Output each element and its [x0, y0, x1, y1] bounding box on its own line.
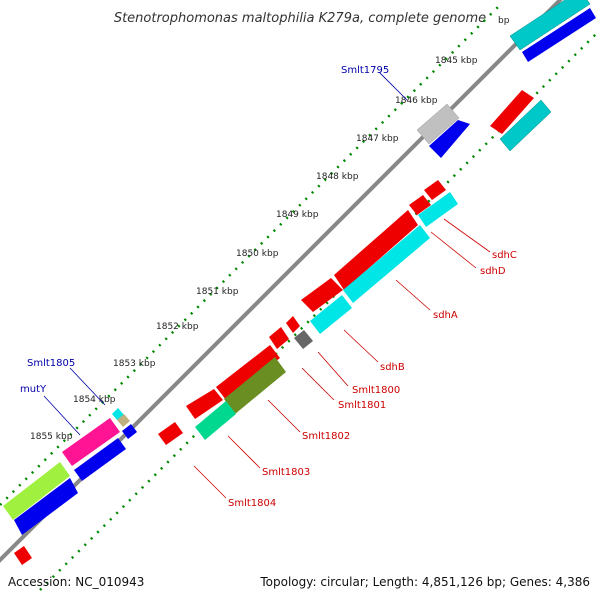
tick-label-1855: 1855 kbp — [30, 432, 73, 442]
leader-smlt1802 — [267, 399, 301, 433]
label-sdha[interactable]: sdhA — [433, 310, 458, 321]
gene-sdhd[interactable] — [409, 195, 431, 215]
tick-label-1848: 1848 kbp — [316, 172, 359, 182]
leader-smlt1795 — [378, 71, 408, 101]
leader-smlt1803 — [227, 435, 261, 469]
gene-lime[interactable] — [3, 462, 70, 520]
ruler-partial-label: bp — [498, 16, 510, 26]
label-smlt1795[interactable]: Smlt1795 — [341, 65, 389, 76]
gene-cyan-sdhb[interactable] — [310, 295, 352, 334]
leader-smlt1800 — [317, 351, 349, 387]
tick-label-1849: 1849 kbp — [276, 210, 319, 220]
tick-label-1854: 1854 kbp — [73, 395, 116, 405]
gene-top-blue[interactable] — [522, 8, 596, 62]
gene-smlt1795-blue[interactable] — [429, 120, 470, 158]
leader-smlt1801 — [301, 367, 335, 401]
gene-green-smlt1803[interactable] — [195, 401, 236, 440]
gene-blue-mid[interactable] — [74, 438, 126, 481]
gene-sdhb[interactable] — [301, 278, 343, 312]
gene-smlt1803-red[interactable] — [186, 389, 223, 419]
accession-text: Accession: NC_010943 — [8, 575, 144, 589]
label-smlt1804[interactable]: Smlt1804 — [228, 498, 276, 509]
tick-label-1853: 1853 kbp — [113, 359, 156, 369]
genome-summary-text: Topology: circular; Length: 4,851,126 bp… — [259, 575, 590, 589]
gene-cyan-sdhc[interactable] — [418, 192, 458, 227]
label-smlt1800[interactable]: Smlt1800 — [352, 385, 400, 396]
label-smlt1802[interactable]: Smlt1802 — [302, 431, 350, 442]
gene-blue-left[interactable] — [14, 478, 78, 535]
label-smlt1801[interactable]: Smlt1801 — [338, 400, 386, 411]
leader-sdhd — [430, 231, 477, 269]
label-smlt1805[interactable]: Smlt1805 — [27, 358, 75, 369]
tick-label-1847: 1847 kbp — [356, 134, 399, 144]
leader-smlt1804 — [193, 465, 227, 499]
gene-smlt1802-red[interactable] — [216, 345, 280, 400]
label-smlt1803[interactable]: Smlt1803 — [262, 467, 310, 478]
label-sdhb[interactable]: sdhB — [380, 362, 405, 373]
tick-label-1846: 1846 kbp — [395, 96, 438, 106]
gene-smlt1800-red[interactable] — [286, 316, 300, 333]
gene-cyan-sdha[interactable] — [343, 225, 430, 303]
gene-gray-smlt1800[interactable] — [294, 330, 313, 349]
tick-label-1845: 1845 kbp — [435, 56, 478, 66]
map-title: Stenotrophomonas maltophilia K279a, comp… — [114, 11, 486, 26]
gene-teal-near-1845[interactable] — [499, 99, 552, 152]
gene-tan-small[interactable] — [117, 414, 130, 427]
gene-red-bottom[interactable] — [14, 546, 32, 565]
leader-sdhb — [343, 329, 379, 363]
gene-red-near-1845[interactable] — [490, 90, 534, 134]
gene-olive-smlt1802[interactable] — [224, 357, 286, 414]
gene-blue-small[interactable] — [122, 424, 137, 439]
gene-sdha[interactable] — [334, 210, 418, 290]
label-sdhc[interactable]: sdhC — [492, 250, 517, 261]
leader-muty — [43, 395, 81, 436]
tick-label-1851: 1851 kbp — [196, 287, 239, 297]
tick-label-1850: 1850 kbp — [236, 249, 279, 259]
gene-muty-pink[interactable] — [62, 418, 120, 466]
gene-sdhc[interactable] — [424, 180, 446, 200]
leader-sdha — [395, 279, 431, 311]
genome-backbone — [0, 0, 563, 563]
leader-sdhc — [443, 218, 491, 253]
label-sdhd[interactable]: sdhD — [480, 266, 506, 277]
leader-smlt1805 — [69, 367, 106, 406]
gene-top-teal[interactable] — [509, 0, 591, 51]
gene-smlt1804-red[interactable] — [158, 422, 183, 445]
ruler-dotted-line-outer — [0, 4, 501, 506]
gene-smlt1795-gray[interactable] — [416, 103, 460, 145]
tick-label-1852: 1852 kbp — [156, 322, 199, 332]
gene-smlt1801-red[interactable] — [269, 327, 289, 349]
label-muty[interactable]: mutY — [20, 384, 47, 395]
